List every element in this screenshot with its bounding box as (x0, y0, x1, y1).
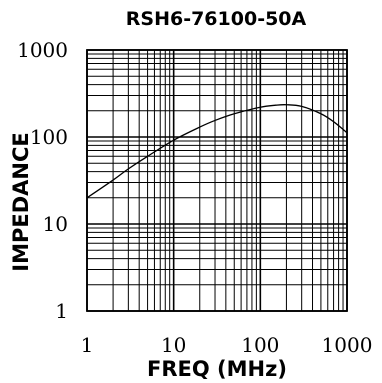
x-axis-title: FREQ (MHz) (147, 357, 287, 381)
y-axis-title: IMPEDANCE (9, 132, 33, 271)
grid (86, 49, 348, 312)
plot-frame (86, 49, 348, 312)
x-tick-label: 1000 (322, 333, 373, 357)
series-layer (86, 104, 348, 199)
y-tick-label: 100 (30, 125, 68, 149)
impedance-curve-0 (86, 104, 348, 199)
y-tick-label: 1000 (17, 38, 68, 62)
x-tick-label: 100 (241, 333, 279, 357)
y-tick-label: 10 (43, 212, 68, 236)
y-tick-label: 1 (55, 299, 68, 323)
chart-title: RSH6-76100-50A (126, 8, 307, 30)
x-tick-label: 1 (81, 333, 94, 357)
x-tick-label: 10 (161, 333, 186, 357)
tick-labels: 1 10 100 1000 1 10 100 1000 (17, 38, 372, 357)
